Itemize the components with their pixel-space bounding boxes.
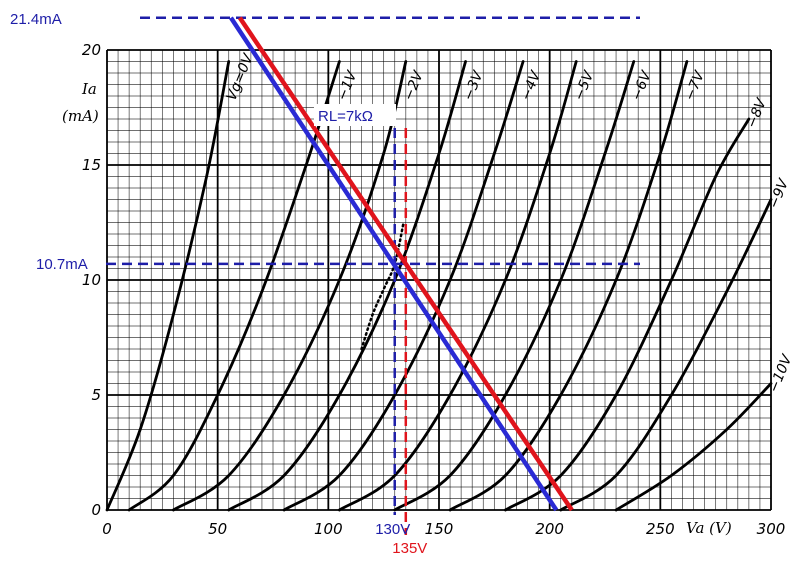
label-135v: 135V xyxy=(392,540,427,557)
plate-curve xyxy=(504,117,751,512)
plate-curves xyxy=(105,60,773,512)
plate-curve xyxy=(559,198,773,512)
dotted-operating-curve xyxy=(360,221,405,351)
plate-curve xyxy=(448,60,689,512)
y-tick-label: 10 xyxy=(82,271,101,289)
x-tick-label: 50 xyxy=(208,520,227,538)
dotted-curve xyxy=(360,221,405,351)
plate-curve xyxy=(105,60,231,512)
plate-curve xyxy=(282,60,525,512)
chart-grid xyxy=(106,49,772,511)
y-axis-label-unit: (mA) xyxy=(62,107,99,125)
label-bg-rl xyxy=(314,104,396,126)
plate-curve xyxy=(393,60,636,512)
label-10-7ma: 10.7mA xyxy=(36,256,88,273)
axis-ticks: 0 50 100 150 200 250 300 0 5 10 15 20 xyxy=(82,41,785,538)
plate-curve xyxy=(227,60,467,512)
curve-label: −8V xyxy=(744,95,771,130)
x-tick-label: 0 xyxy=(102,520,112,538)
x-tick-label: 200 xyxy=(535,520,564,538)
plate-curve xyxy=(127,60,341,512)
x-tick-label: 100 xyxy=(314,520,343,538)
x-axis-label: Va (V) xyxy=(686,519,732,537)
curve-label: −9V xyxy=(766,176,793,211)
label-21-4ma: 21.4mA xyxy=(10,11,62,28)
label-130v: 130V xyxy=(375,521,410,538)
load-lines xyxy=(229,16,574,512)
y-tick-label: 15 xyxy=(82,156,101,174)
annotations: 21.4mA 10.7mA 130V 135V RL=7kΩ xyxy=(10,11,434,558)
y-tick-label: 0 xyxy=(91,501,101,519)
y-tick-label: 20 xyxy=(82,41,101,59)
load-line-red xyxy=(237,16,574,512)
plate-curve xyxy=(172,60,408,512)
plate-curve xyxy=(614,382,773,512)
guide-lines xyxy=(106,16,640,535)
x-tick-label: 150 xyxy=(425,520,454,538)
label-rl-7kohm: RL=7kΩ xyxy=(318,108,373,125)
plate-curve xyxy=(338,60,578,512)
x-tick-label: 300 xyxy=(757,520,786,538)
x-tick-label: 250 xyxy=(646,520,675,538)
y-tick-label: 5 xyxy=(91,386,101,404)
label-bg-130v xyxy=(356,518,404,538)
label-bg-135v xyxy=(386,538,434,558)
label-bg-10-7ma xyxy=(30,252,102,273)
load-line-blue xyxy=(229,16,559,512)
axis-labels: Ia (mA) Va (V) xyxy=(62,80,732,537)
y-axis-label-symbol: Ia xyxy=(81,80,97,98)
